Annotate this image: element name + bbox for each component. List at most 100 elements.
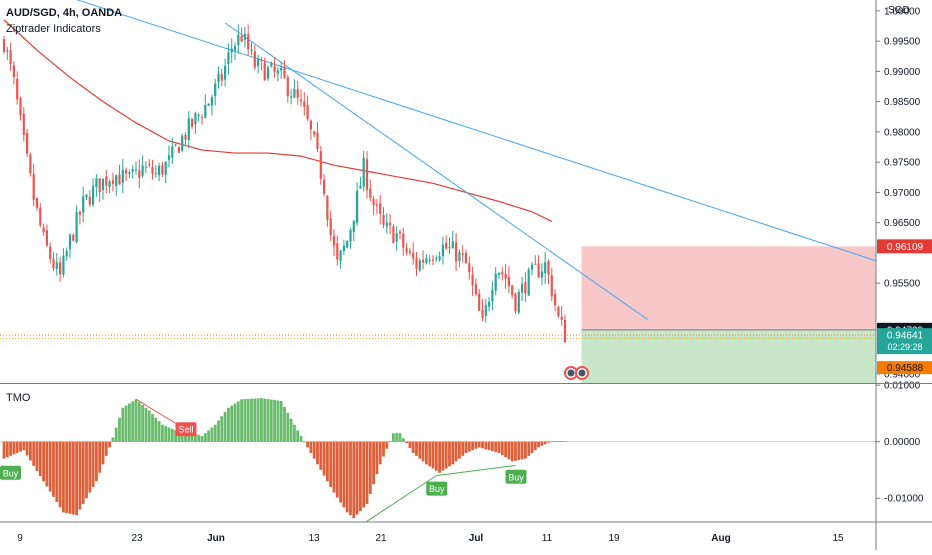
tmo-bar <box>395 433 399 442</box>
candle-body <box>200 117 204 119</box>
take-profit-zone <box>581 329 876 383</box>
candle-body <box>507 276 510 286</box>
candle-body <box>451 241 454 249</box>
candle-body <box>128 172 131 174</box>
tmo-bar <box>164 426 168 442</box>
tmo-bar <box>293 424 296 442</box>
tmo-bar <box>319 441 323 470</box>
price-tick-label: 0.97000 <box>884 188 921 199</box>
buy-signal: Buy <box>426 481 448 496</box>
tmo-bar <box>184 431 187 442</box>
candle-body <box>187 118 190 141</box>
candle-body <box>207 103 210 106</box>
price-tick-label: 1.00000 <box>884 6 921 17</box>
tmo-bar <box>309 441 313 453</box>
tmo-bar <box>78 441 82 510</box>
candle-body <box>478 293 481 311</box>
tmo-bar <box>250 398 253 442</box>
candle-body <box>85 194 88 198</box>
tmo-bar <box>540 441 544 446</box>
candle-body <box>181 135 184 151</box>
candle-body <box>75 212 78 243</box>
time-tick-label: 19 <box>608 533 620 544</box>
time-tick-label: Aug <box>711 533 730 544</box>
tmo-bar <box>58 441 62 508</box>
time-tick-label: 11 <box>542 533 553 544</box>
candle-body <box>174 144 177 146</box>
candle-body <box>115 175 118 186</box>
tmo-bar <box>349 441 352 516</box>
signal-badge <box>175 422 197 437</box>
candle-body <box>389 222 392 226</box>
tmo-bar <box>326 441 329 482</box>
tmo-bar <box>263 398 267 442</box>
candle-body <box>435 258 438 260</box>
candle-body <box>78 211 81 215</box>
price-tick-label: 0.95500 <box>884 279 921 290</box>
candle-body <box>557 307 560 317</box>
candle-body <box>68 234 72 250</box>
tmo-bar <box>141 404 144 442</box>
candle-body <box>59 262 62 275</box>
candle-body <box>45 230 48 246</box>
tmo-bar <box>421 441 425 462</box>
candle-body <box>534 263 537 265</box>
target-price-tag-bg <box>877 361 932 375</box>
tmo-bar <box>316 441 319 465</box>
tmo-bar <box>194 433 197 442</box>
time-tick-label: Jun <box>207 533 225 544</box>
event-icon <box>575 366 589 380</box>
candle-body <box>359 185 362 189</box>
candle-body <box>138 170 141 178</box>
tmo-bar <box>543 441 547 445</box>
tmo-bar <box>359 441 362 511</box>
price-tick-label: 0.98000 <box>884 127 921 138</box>
candle-body <box>303 101 306 107</box>
tmo-bar <box>365 441 369 504</box>
tmo-bar <box>481 441 484 449</box>
candle-body <box>471 274 474 286</box>
tmo-bar <box>474 441 478 449</box>
buy-signal: Buy <box>0 465 21 480</box>
event-icon-core <box>567 369 575 377</box>
candle-body <box>273 65 276 72</box>
tmo-bar <box>339 441 342 503</box>
candle-body <box>111 180 114 184</box>
candle-body <box>494 273 497 291</box>
candle-body <box>161 164 164 175</box>
tmo-bar <box>42 441 45 482</box>
candle-body <box>35 198 39 208</box>
candle-body <box>398 231 402 234</box>
tmo-bar <box>378 441 382 465</box>
candle-body <box>458 252 461 262</box>
tmo-bar <box>507 441 511 460</box>
signal-label: Buy <box>508 472 524 482</box>
tmo-bar <box>458 441 461 459</box>
tmo-bar <box>104 441 108 456</box>
candle-body <box>151 167 154 174</box>
tmo-bar <box>527 441 531 456</box>
trendline-2 <box>224 22 648 320</box>
tmo-bar <box>411 441 415 453</box>
tmo-bar <box>487 441 491 451</box>
tmo-tick-label: 0.01000 <box>884 381 921 392</box>
tmo-bar <box>283 406 286 442</box>
time-tick-label: 13 <box>308 533 320 544</box>
candle-body <box>323 179 326 194</box>
candle-body <box>346 240 349 248</box>
candle-body <box>154 172 157 174</box>
candle-body <box>266 67 270 79</box>
pane-divider[interactable] <box>0 383 932 384</box>
tmo-bar <box>108 441 111 448</box>
tmo-bar <box>517 441 521 461</box>
candle-body <box>82 196 85 213</box>
tmo-bar <box>372 441 375 485</box>
tmo-bar <box>187 431 191 442</box>
candle-body <box>233 46 237 51</box>
tmo-bar <box>131 401 135 442</box>
tmo-bar <box>441 441 445 471</box>
tmo-bar <box>418 441 422 459</box>
tmo-pane-title: TMO <box>6 392 31 404</box>
